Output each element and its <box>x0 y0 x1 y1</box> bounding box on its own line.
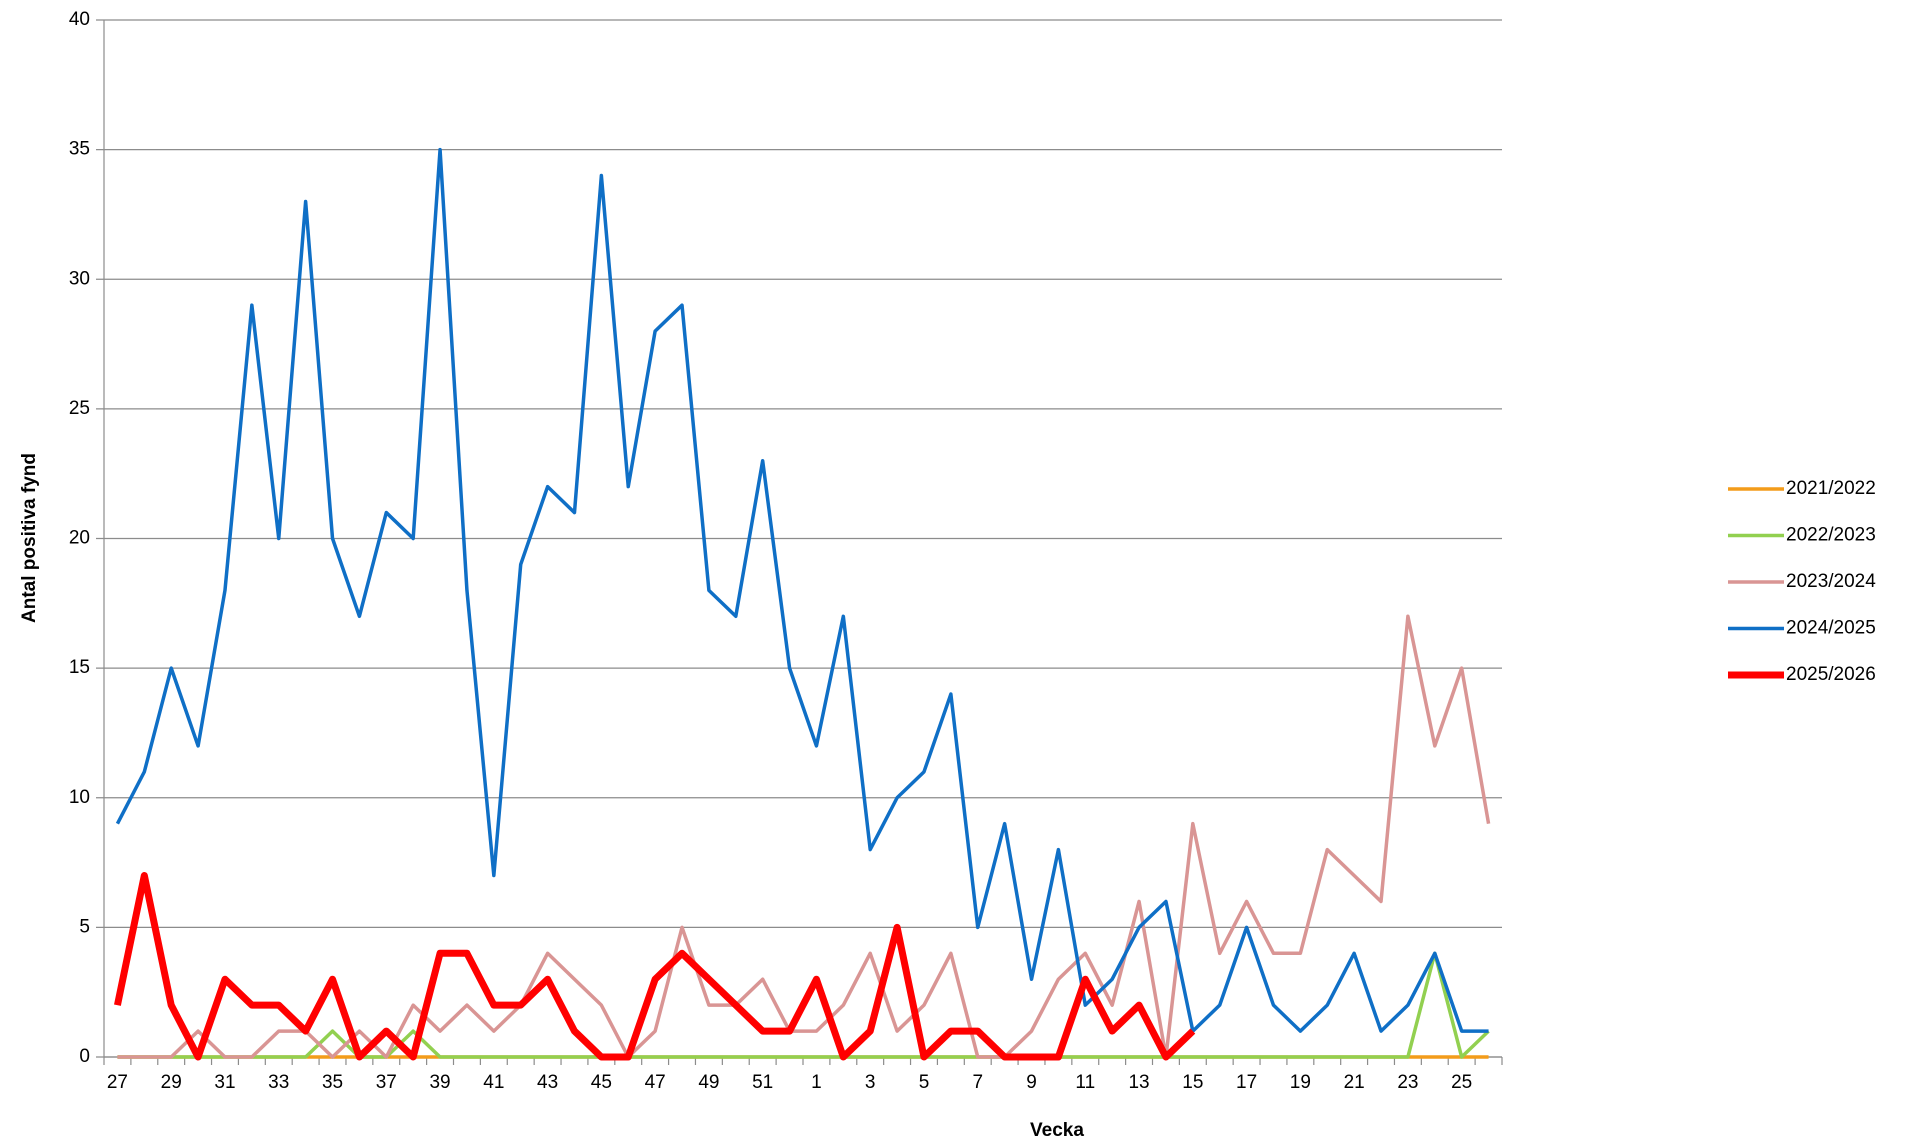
x-tick-label: 13 <box>1128 1072 1149 1093</box>
x-tick-label: 19 <box>1290 1072 1311 1093</box>
x-tick-label: 15 <box>1182 1072 1203 1093</box>
x-tick-label: 3 <box>865 1072 876 1093</box>
x-tick-label: 17 <box>1236 1072 1257 1093</box>
y-tick-label: 0 <box>79 1046 90 1067</box>
series-line <box>114 872 1196 1061</box>
y-tick-label: 5 <box>79 916 90 937</box>
y-tick-label: 35 <box>69 139 90 160</box>
y-tick-label: 15 <box>69 657 90 678</box>
x-tick-label: 47 <box>645 1072 666 1093</box>
series-line <box>115 147 1489 1033</box>
x-tick-label: 23 <box>1397 1072 1418 1093</box>
x-tick-label: 5 <box>919 1072 930 1093</box>
x-tick-label: 31 <box>214 1072 235 1093</box>
legend-label: 2021/2022 <box>1786 478 1876 499</box>
x-tick-label: 29 <box>161 1072 182 1093</box>
series-line <box>117 614 1491 1059</box>
legend-label: 2024/2025 <box>1786 618 1876 639</box>
x-tick-label: 45 <box>591 1072 612 1093</box>
y-tick-label: 30 <box>69 268 90 289</box>
x-tick-label: 39 <box>429 1072 450 1093</box>
x-tick-label: 21 <box>1344 1072 1365 1093</box>
y-tick-label: 20 <box>69 528 90 549</box>
y-axis-title: Antal positiva fynd <box>19 453 40 623</box>
legend-label: 2022/2023 <box>1786 525 1876 546</box>
x-tick-label: 37 <box>376 1072 397 1093</box>
y-tick-label: 25 <box>69 398 90 419</box>
legend-label: 2025/2026 <box>1786 664 1876 685</box>
x-axis-title: Vecka <box>1030 1120 1084 1141</box>
y-tick-label: 40 <box>69 9 90 30</box>
x-tick-label: 41 <box>483 1072 504 1093</box>
x-tick-label: 43 <box>537 1072 558 1093</box>
x-tick-label: 7 <box>972 1072 983 1093</box>
x-tick-label: 51 <box>752 1072 773 1093</box>
y-tick-label: 10 <box>69 787 90 808</box>
x-tick-label: 1 <box>811 1072 822 1093</box>
legend-label: 2023/2024 <box>1786 571 1876 592</box>
x-tick-label: 27 <box>107 1072 128 1093</box>
x-tick-label: 35 <box>322 1072 343 1093</box>
x-tick-label: 33 <box>268 1072 289 1093</box>
x-tick-label: 49 <box>698 1072 719 1093</box>
x-tick-label: 11 <box>1075 1072 1095 1093</box>
x-tick-label: 25 <box>1451 1072 1472 1093</box>
x-tick-label: 9 <box>1026 1072 1037 1093</box>
